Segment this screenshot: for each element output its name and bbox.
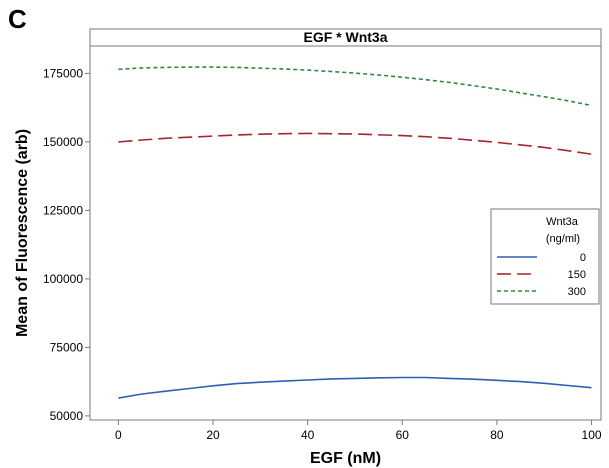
legend-entries: 0 150 300: [497, 252, 586, 298]
y-tick-label: 125000: [43, 203, 83, 217]
legend: Wnt3a (ng/ml) 0 150 300: [490, 208, 600, 305]
legend-title-line-1: Wnt3a: [546, 216, 579, 228]
chart-title: EGF * Wnt3a: [303, 29, 387, 45]
series-line-300: [118, 66, 592, 107]
x-tick-label: 0: [115, 428, 122, 442]
x-axis: 0 20 40 60 80 100: [115, 420, 602, 442]
legend-title-line-2: (ng/ml): [546, 233, 580, 245]
x-tick-label: 80: [490, 428, 504, 442]
series-layer: [118, 66, 592, 399]
x-tick-label: 20: [206, 428, 220, 442]
series-line-0: [118, 376, 592, 399]
y-axis-title: Mean of Fluorescence (arb): [14, 129, 31, 337]
series-line-150: [118, 132, 592, 155]
y-tick-label: 150000: [43, 135, 83, 149]
y-axis: 50000 75000 100000 125000 150000 175000: [43, 66, 90, 423]
panel-letter: C: [8, 4, 27, 34]
y-tick-label: 100000: [43, 272, 83, 286]
x-tick-label: 60: [396, 428, 410, 442]
y-tick-label: 175000: [43, 66, 83, 80]
legend-box: [490, 208, 600, 305]
legend-label-300: 300: [568, 286, 586, 298]
y-tick-label: 50000: [50, 409, 84, 423]
legend-label-0: 0: [580, 252, 586, 264]
plot-frame: [89, 45, 602, 421]
x-tick-label: 100: [582, 428, 602, 442]
y-tick-label: 75000: [50, 340, 84, 354]
legend-label-150: 150: [568, 269, 586, 281]
x-axis-title: EGF (nM): [310, 450, 381, 467]
x-tick-label: 40: [301, 428, 315, 442]
